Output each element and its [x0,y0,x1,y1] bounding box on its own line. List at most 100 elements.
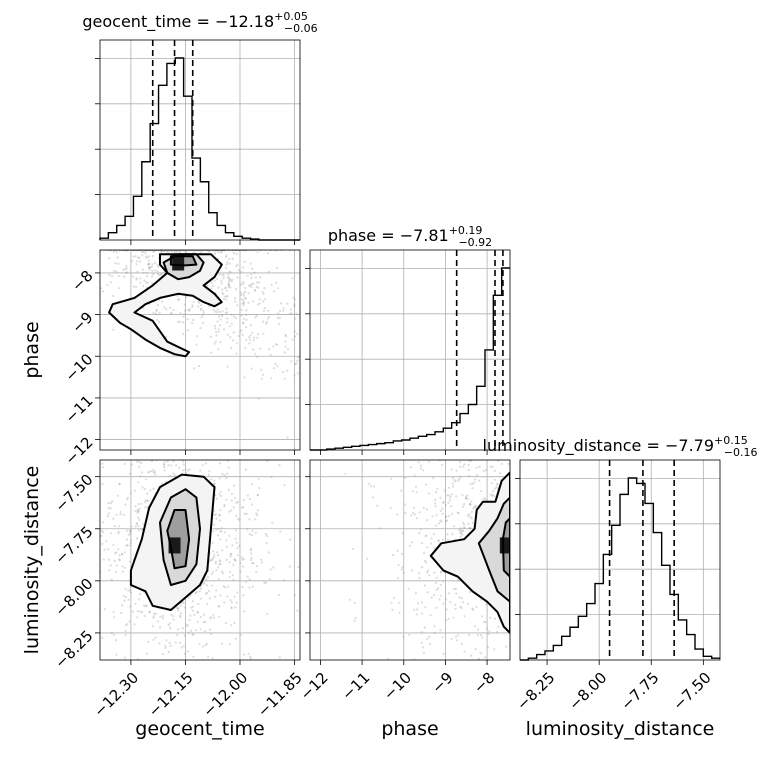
scatter-point [494,388,496,390]
scatter-point [562,398,564,400]
scatter-point [317,296,319,298]
scatter-point [214,252,217,255]
scatter-point [126,271,129,274]
scatter-point [108,359,110,361]
panel-frame [519,459,721,661]
scatter-point [271,521,274,524]
scatter-point [151,269,154,272]
scatter-point [560,629,562,631]
scatter-point [254,316,257,319]
scatter-point [172,618,175,621]
scatter-point [213,553,216,556]
scatter-point [450,468,453,471]
scatter-point [536,457,538,459]
scatter-point [217,251,220,254]
scatter-point [198,428,200,430]
scatter-point [227,280,231,283]
scatter-point [541,479,543,481]
scatter-point [152,424,154,426]
scatter-point [293,374,296,377]
scatter-point [158,429,160,431]
scatter-point [225,255,228,259]
scatter-point [538,577,540,579]
scatter-point [197,300,200,303]
scatter-point [491,465,494,468]
scatter-point [242,317,245,320]
scatter-point [133,489,136,492]
scatter-point [495,669,497,671]
scatter-point [522,577,524,579]
scatter-point [176,426,178,428]
scatter-point [465,495,468,498]
scatter-point [242,321,245,324]
scatter-point [257,397,260,400]
scatter-point [153,350,155,352]
scatter-point [454,587,457,590]
scatter-point [158,454,160,456]
scatter-point [180,646,183,649]
scatter-point [247,301,250,304]
scatter-point [508,661,510,663]
scatter-point [188,308,191,311]
scatter-point [263,298,267,301]
scatter-point [128,620,131,623]
scatter-point [153,470,156,474]
scatter-point [471,487,474,490]
scatter-point [447,666,449,668]
scatter-point [231,278,234,281]
scatter-point [293,303,296,306]
scatter-point [462,601,465,604]
scatter-point [415,613,418,616]
scatter-point [105,540,108,543]
scatter-point [174,422,176,424]
scatter-point [181,445,183,447]
scatter-point [307,321,309,323]
scatter-point [554,490,556,492]
scatter-point [278,656,281,659]
scatter-point [301,382,303,384]
scatter-point [234,300,237,303]
scatter-point [230,347,233,350]
scatter-point [276,316,279,319]
scatter-point [646,493,648,495]
scatter-point [369,485,373,488]
scatter-point [113,559,116,563]
scatter-point [121,604,124,607]
scatter-point [134,255,137,258]
scatter-point [454,480,457,483]
scatter-point [257,281,260,284]
scatter-point [455,469,458,472]
scatter-point [207,589,211,593]
scatter-point [493,495,496,498]
scatter-point [107,675,109,677]
scatter-point [123,566,126,569]
scatter-point [148,432,150,434]
scatter-point [236,591,239,594]
scatter-point [223,505,226,508]
scatter-point [510,576,512,578]
scatter-point [179,413,181,415]
scatter-point [178,320,181,323]
scatter-point [210,572,213,576]
scatter-point [467,434,469,436]
scatter-point [92,488,94,490]
scatter-point [460,455,462,457]
scatter-point [438,598,441,601]
scatter-point [202,621,205,624]
scatter-point [262,292,265,296]
title-phase-minus: −0.92 [458,236,492,249]
scatter-point [531,574,533,576]
scatter-point [141,527,144,531]
scatter-point [462,505,465,508]
scatter-point [269,353,272,357]
scatter-point [129,532,132,536]
scatter-point [454,431,456,433]
scatter-point [157,265,160,268]
scatter-point [537,399,539,401]
scatter-point [217,605,220,608]
scatter-point [181,332,185,336]
scatter-point [549,607,551,609]
scatter-point [224,621,227,625]
scatter-point [290,360,293,363]
scatter-point [161,617,165,620]
